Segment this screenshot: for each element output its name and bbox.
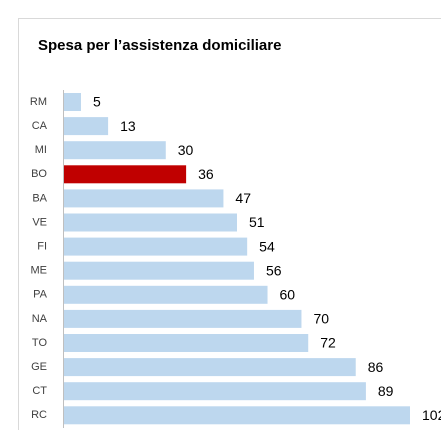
bar <box>64 309 302 328</box>
y-tick-label: RC <box>31 409 47 421</box>
y-tick-label: VE <box>32 216 47 228</box>
y-tick-label: BO <box>31 168 47 180</box>
data-label: 102 <box>422 407 441 423</box>
bar <box>64 334 309 352</box>
bar <box>64 189 224 208</box>
data-label: 89 <box>378 383 394 399</box>
y-tick-label: CT <box>32 385 47 397</box>
data-label: 36 <box>198 166 214 182</box>
bar <box>64 285 268 304</box>
y-tick-label: GE <box>31 361 47 373</box>
data-label: 56 <box>266 262 282 278</box>
bar <box>64 358 356 377</box>
data-label: 30 <box>178 142 194 158</box>
y-tick-label: PA <box>33 289 48 301</box>
data-label: 47 <box>235 190 251 206</box>
data-label: 86 <box>368 359 384 375</box>
y-tick-label: BA <box>32 192 47 204</box>
y-tick-label: ME <box>31 265 48 277</box>
y-tick-label: MI <box>35 144 47 156</box>
y-tick-label: CA <box>32 120 48 132</box>
y-tick-label: RM <box>30 96 47 108</box>
bar <box>64 237 248 256</box>
y-tick-label: FI <box>37 241 47 253</box>
data-label: 13 <box>120 118 136 134</box>
bar <box>64 261 254 280</box>
bar <box>64 117 109 136</box>
data-label: 60 <box>280 287 296 303</box>
chart-title: Spesa per l’assistenza domiciliare <box>38 37 281 54</box>
bar <box>64 406 410 425</box>
bar <box>64 165 187 184</box>
data-label: 5 <box>93 94 101 110</box>
bar <box>64 141 166 160</box>
bar <box>64 93 81 111</box>
data-label: 72 <box>320 335 336 351</box>
y-tick-label: NA <box>32 313 48 325</box>
bar <box>64 382 366 401</box>
bar <box>64 213 237 232</box>
y-tick-label: TO <box>32 337 48 349</box>
data-label: 54 <box>259 238 275 254</box>
data-label: 51 <box>249 214 265 230</box>
data-label: 70 <box>313 311 329 327</box>
